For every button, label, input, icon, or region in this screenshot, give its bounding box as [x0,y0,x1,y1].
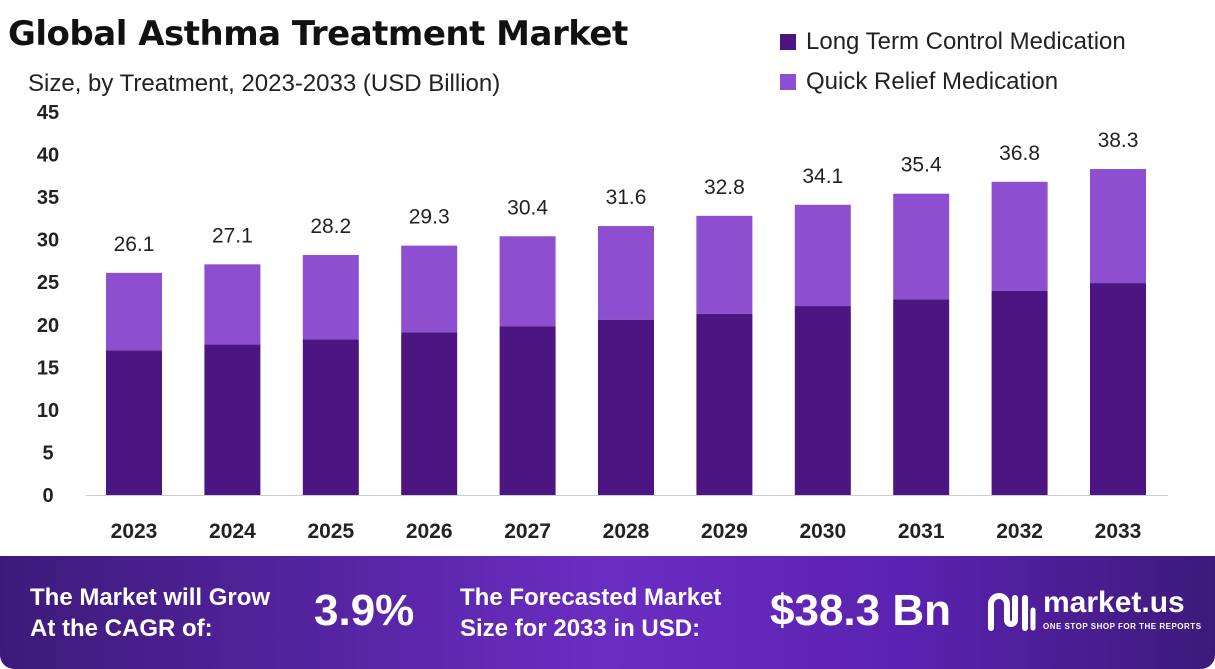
legend-swatch-long-term [780,34,796,50]
market-us-logo[interactable]: market.us ONE STOP SHOP FOR THE REPORTS [985,586,1205,646]
legend-label-quick-relief: Quick Relief Medication [806,68,1059,95]
bar-quick-relief-2027 [499,236,556,327]
x-tick-label-2027: 2027 [504,520,551,543]
bar-quick-relief-2028 [598,226,654,320]
bar-long-term-2027 [499,326,556,495]
y-tick-label: 0 [42,485,53,507]
bar-long-term-2023 [106,350,162,495]
bar-quick-relief-2033 [1090,169,1146,284]
bar-quick-relief-2024 [204,264,261,345]
bar-long-term-2024 [204,344,261,495]
y-tick-label: 40 [37,145,59,167]
data-label-2027: 30.4 [507,196,548,219]
y-tick-label: 25 [37,272,59,294]
legend-item-long-term: Long Term Control Medication [780,22,1126,62]
y-tick-label: 20 [37,315,59,337]
data-label-2033: 38.3 [1098,129,1139,152]
data-label-2029: 32.8 [704,176,745,199]
x-tick-label-2029: 2029 [701,520,748,543]
bar-long-term-2033 [1090,283,1146,495]
legend-label-long-term: Long Term Control Medication [806,28,1126,55]
data-label-2031: 35.4 [901,154,942,177]
data-label-2024: 27.1 [212,224,253,247]
forecast-value: $38.3 Bn [770,586,951,635]
data-label-2025: 28.2 [310,215,351,238]
forecast-label-line1: The Forecasted Market [460,584,722,611]
legend-swatch-quick-relief [780,74,796,90]
bar-quick-relief-2023 [106,272,162,351]
logo-tagline: ONE STOP SHOP FOR THE REPORTS [1043,622,1202,631]
bar-long-term-2028 [598,319,654,495]
data-label-2026: 29.3 [409,206,450,229]
summary-footer: The Market will Grow At the CAGR of: 3.9… [0,556,1215,669]
y-tick-label: 30 [37,230,59,252]
x-tick-label-2024: 2024 [209,520,256,543]
bar-quick-relief-2030 [794,204,851,307]
bar-long-term-2025 [302,339,359,495]
x-tick-label-2023: 2023 [111,520,158,543]
x-tick-label-2031: 2031 [898,520,945,543]
bar-quick-relief-2025 [302,254,359,340]
bar-long-term-2031 [893,299,950,495]
data-label-2030: 34.1 [802,165,843,188]
y-tick-label: 45 [37,102,59,124]
chart-title: Global Asthma Treatment Market [8,14,628,54]
bar-quick-relief-2029 [696,215,753,314]
cagr-value: 3.9% [314,586,415,635]
forecast-label: The Forecasted Market Size for 2033 in U… [460,582,721,644]
x-tick-label-2030: 2030 [799,520,846,543]
stacked-bar-chart: 05101520253035404526.1202327.1202428.220… [37,102,1168,543]
y-tick-label: 5 [42,442,53,464]
bar-long-term-2030 [794,306,851,495]
chart-legend: Long Term Control Medication Quick Relie… [780,22,1126,102]
y-tick-label: 35 [37,187,59,209]
forecast-label-line2: Size for 2033 in USD: [460,615,701,642]
y-tick-label: 10 [37,400,59,422]
logo-name: market.us [1043,586,1185,619]
legend-item-quick-relief: Quick Relief Medication [780,62,1126,102]
bar-quick-relief-2031 [893,193,950,300]
x-tick-label-2025: 2025 [307,520,354,543]
y-tick-label: 15 [37,357,59,379]
chart-subtitle: Size, by Treatment, 2023-2033 (USD Billi… [28,70,501,97]
market-us-logo-icon [988,593,1036,631]
bar-quick-relief-2026 [401,245,458,333]
bar-long-term-2032 [991,290,1048,495]
cagr-label: The Market will Grow At the CAGR of: [30,582,270,644]
data-label-2028: 31.6 [606,186,647,209]
cagr-label-line2: At the CAGR of: [30,615,213,642]
bar-long-term-2026 [401,332,458,495]
cagr-label-line1: The Market will Grow [30,584,271,611]
bar-quick-relief-2032 [991,181,1048,291]
x-tick-label-2032: 2032 [996,520,1043,543]
x-tick-label-2033: 2033 [1095,520,1142,543]
data-label-2032: 36.8 [999,142,1040,165]
x-tick-label-2028: 2028 [603,520,650,543]
data-label-2023: 26.1 [114,233,155,256]
x-tick-label-2026: 2026 [406,520,453,543]
bar-long-term-2029 [696,313,753,495]
